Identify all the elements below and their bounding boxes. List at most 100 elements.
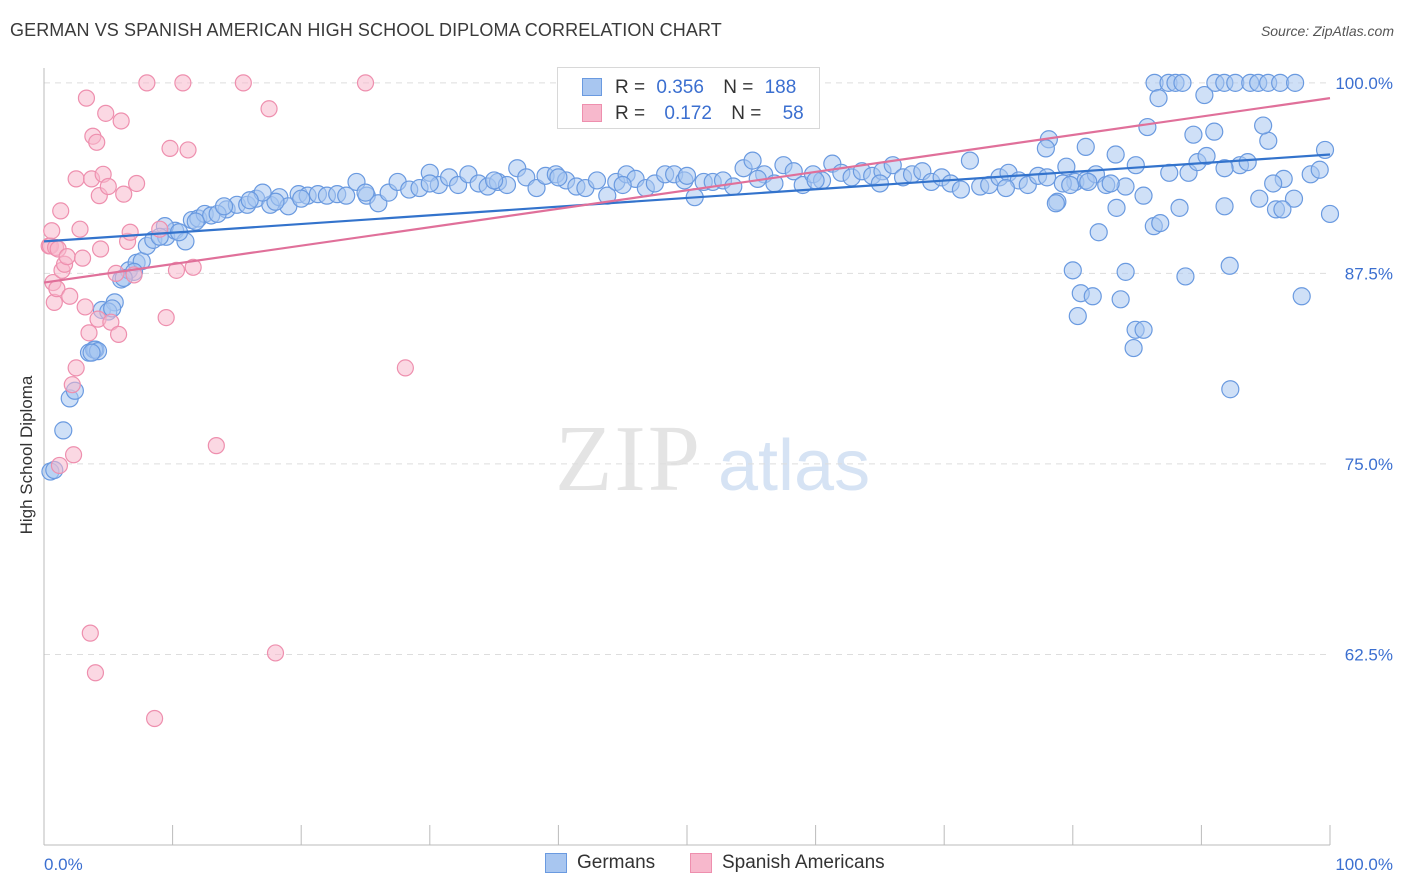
german-point [951, 180, 971, 199]
spanish-point [396, 359, 414, 377]
german-point [960, 151, 980, 170]
german-point [1264, 174, 1283, 193]
germans-legend-label: Germans [577, 852, 656, 873]
spanish-point [161, 139, 179, 158]
german-point [1197, 146, 1216, 166]
german-point [240, 191, 259, 210]
german-point [54, 421, 73, 440]
spanish-point [127, 174, 146, 193]
spanish-point [64, 446, 83, 464]
spanish-point [67, 170, 85, 188]
german-point [724, 177, 743, 196]
german-point [677, 166, 697, 185]
spanish-point [76, 298, 94, 316]
spanish-point [81, 624, 99, 642]
spanish-point [86, 664, 105, 682]
german-point [1111, 290, 1130, 309]
n-label: N = [723, 77, 754, 98]
spanish-point [67, 359, 85, 377]
german-point [1273, 200, 1292, 219]
german-point [1134, 186, 1153, 205]
german-point [1106, 145, 1125, 164]
watermark-atlas: atlas [718, 426, 870, 506]
german-point [1089, 223, 1108, 242]
german-point [1076, 137, 1095, 156]
spanish-point [99, 177, 117, 196]
spanish-point [174, 74, 192, 92]
spanish-point [266, 644, 285, 662]
german-point [1173, 73, 1192, 92]
n-value-germans: 188 [764, 77, 797, 98]
axes [43, 68, 1331, 846]
german-point [1107, 198, 1126, 217]
german-point [1320, 204, 1340, 224]
n-label: N = [731, 103, 762, 124]
german-point [292, 189, 311, 208]
german-point [1101, 174, 1120, 193]
german-point [527, 178, 546, 198]
german-trend-line [43, 153, 1331, 243]
spanish-point [207, 437, 225, 455]
spanish-point [63, 376, 81, 394]
german-point [1124, 338, 1143, 358]
german-point [420, 174, 439, 193]
spanish-swatch [582, 104, 602, 122]
german-point [1250, 189, 1269, 208]
spanish-point [58, 248, 76, 266]
spanish-point [179, 141, 197, 159]
spanish-point [50, 456, 69, 475]
spanish-legend-swatch [690, 853, 712, 873]
german-point [1259, 131, 1278, 150]
german-point [1149, 89, 1168, 108]
german-point [1068, 306, 1087, 326]
watermark: ZIP atlas [555, 407, 870, 511]
germans-legend-swatch [545, 853, 567, 873]
spanish-point [77, 89, 96, 107]
german-point [1284, 189, 1304, 208]
german-point [1116, 177, 1135, 196]
spanish-point [43, 222, 61, 240]
chart-title: GERMAN VS SPANISH AMERICAN HIGH SCHOOL D… [10, 20, 722, 40]
r-value-spanish: 0.172 [664, 103, 712, 124]
german-point [743, 151, 762, 170]
spanish-point [71, 220, 89, 238]
source-label: Source: ZipAtlas.com [1260, 23, 1394, 39]
german-point [1151, 213, 1170, 233]
spanish-point [61, 287, 79, 305]
spanish-point [88, 133, 106, 151]
y-axis-label: High School Diploma [17, 375, 36, 535]
x-tick-label: 100.0% [1335, 855, 1393, 874]
watermark-zip: ZIP [555, 407, 702, 511]
german-point [214, 197, 234, 216]
german-point [1138, 117, 1157, 137]
german-point [1061, 175, 1080, 195]
y-tick-label: 75.0% [1345, 455, 1393, 474]
german-point [549, 168, 568, 187]
german-point [1215, 197, 1234, 216]
spanish-point [97, 104, 115, 122]
spanish-point [184, 258, 202, 276]
y-tick-label: 100.0% [1335, 74, 1393, 93]
r-value-germans: 0.356 [656, 77, 704, 98]
german-point [1220, 256, 1239, 275]
spanish-point [91, 240, 110, 258]
spanish-point [157, 309, 175, 327]
german-point [1254, 116, 1273, 135]
german-point [1083, 287, 1102, 306]
y-tick-label: 87.5% [1345, 264, 1393, 283]
german-point [996, 178, 1016, 198]
german-point [1238, 153, 1257, 172]
spanish-point [109, 325, 128, 343]
data-points [40, 73, 1340, 728]
spanish-trend-line [43, 97, 1331, 284]
german-point [266, 192, 285, 211]
tick-labels: 62.5% 75.0% 87.5% 100.0% 0.0% 100.0% [44, 74, 1393, 874]
german-point [1134, 320, 1153, 339]
r-label: R = [615, 77, 646, 98]
german-point [1046, 194, 1065, 213]
german-point [1079, 172, 1098, 192]
german-point [356, 183, 375, 202]
spanish-point [138, 74, 156, 92]
r-label: R = [615, 103, 646, 124]
gridlines [44, 82, 1330, 655]
